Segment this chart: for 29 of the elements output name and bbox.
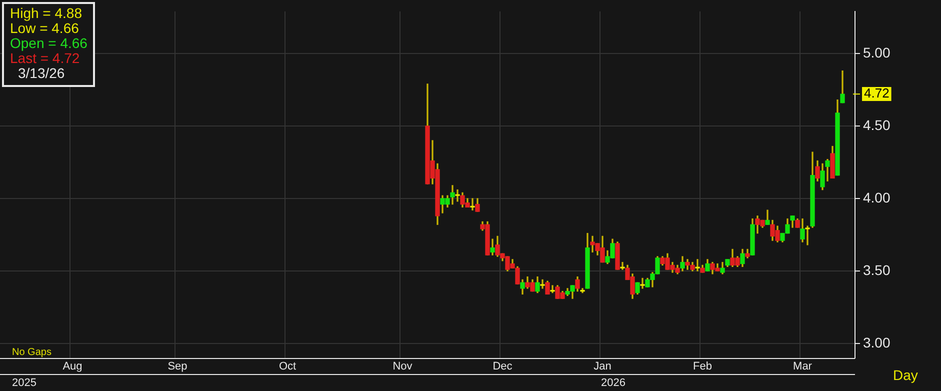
- x-tick-label: Mar: [793, 360, 812, 373]
- candlestick: [550, 285, 555, 294]
- annotation: Open = 4.66: [10, 35, 88, 51]
- y-tick-label: 3.50: [863, 262, 890, 278]
- y-tick-label: 4.50: [863, 116, 890, 133]
- candlestick: [470, 198, 475, 210]
- candlestick: [640, 278, 645, 289]
- annotation: Low = 4.66: [10, 20, 80, 36]
- annotation: 3/13/26: [17, 65, 66, 81]
- annotation: Last = 4.72: [10, 50, 81, 66]
- x-tick-label: Jan: [594, 360, 612, 373]
- y-tick-label: 4.00: [863, 189, 890, 206]
- annotation: High = 4.88: [10, 5, 83, 21]
- annotation: No Gaps: [12, 347, 52, 358]
- x-tick-label: Nov: [392, 360, 413, 373]
- x-tick-label: Feb: [693, 360, 712, 373]
- text: 4.72: [864, 86, 890, 101]
- text: 2026: [601, 377, 626, 390]
- x-tick-label: Aug: [62, 360, 82, 373]
- y-tick-label: 5.00: [863, 44, 890, 60]
- text: 2025: [12, 377, 36, 390]
- x-tick-label: Sep: [168, 360, 188, 373]
- candlestick: [695, 259, 700, 272]
- x-axis-title: Day: [893, 366, 918, 383]
- candlestick: [540, 279, 545, 289]
- x-tick-label: Dec: [492, 360, 513, 373]
- x-tick-label: Oct: [278, 360, 296, 373]
- candlestick: [620, 262, 625, 270]
- y-tick-label: 3.00: [863, 334, 890, 350]
